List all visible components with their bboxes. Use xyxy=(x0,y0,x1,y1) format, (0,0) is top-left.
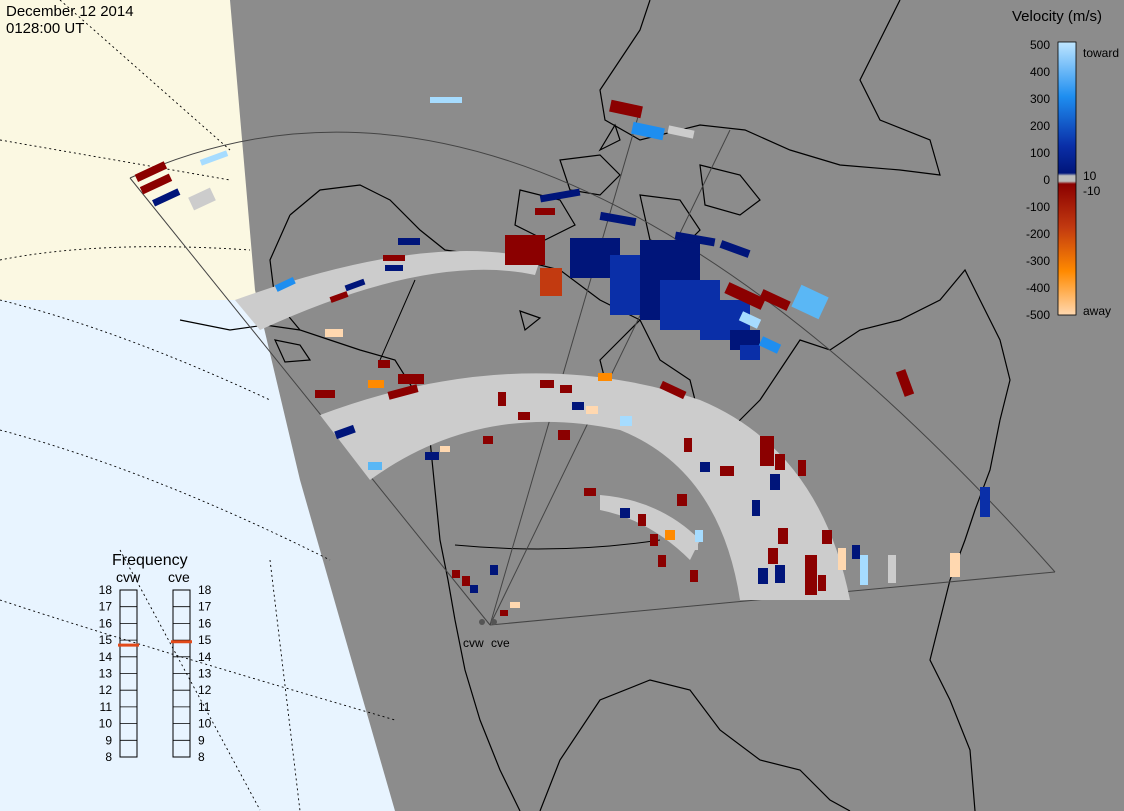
frequency-panel: Frequency cvw cve 18 17 16 15 14 13 12 11 10 9 8 18… xyxy=(99,552,212,764)
freq-tick-label: 17 xyxy=(198,600,212,614)
freq-radar-label-cve: cve xyxy=(168,569,190,585)
date-label: December 12 2014 xyxy=(6,3,134,20)
freq-tick-label: 14 xyxy=(198,650,212,664)
freq-tick-label: 15 xyxy=(198,633,212,647)
freq-tick-label: 14 xyxy=(99,650,113,664)
freq-tick-label: 10 xyxy=(198,717,212,731)
cve-site-marker xyxy=(491,619,497,625)
freq-tick-label: 16 xyxy=(198,616,212,630)
boundaries xyxy=(379,279,661,550)
freq-tick-label: 13 xyxy=(198,667,212,681)
freq-tick-label: 11 xyxy=(100,700,113,714)
cvw-site-marker xyxy=(479,619,485,625)
legend-tick-label: -100 xyxy=(1026,200,1050,214)
legend-tick-label: -500 xyxy=(1026,308,1050,322)
velocity-colorbar xyxy=(1057,41,1077,316)
legend-tick-label: 200 xyxy=(1030,119,1050,133)
freq-radar-label-cvw: cvw xyxy=(116,569,141,585)
legend-tick-label: 300 xyxy=(1030,92,1050,106)
radar-sites: cvw cve xyxy=(463,619,510,650)
cve-site-label: cve xyxy=(491,636,510,650)
freq-tick-label: 12 xyxy=(198,683,212,697)
cvw-site-label: cvw xyxy=(463,636,484,650)
legend-title: Velocity (m/s) xyxy=(1012,8,1102,25)
timestamp: December 12 2014 0128:00 UT xyxy=(6,3,134,37)
freq-tick-label: 18 xyxy=(198,583,212,597)
legend-tick-label: -10 xyxy=(1083,184,1101,198)
legend-tick-label: -300 xyxy=(1026,254,1050,268)
freq-tick-label: 17 xyxy=(99,600,113,614)
daylight-region xyxy=(0,0,265,300)
legend-tick-label: 400 xyxy=(1030,65,1050,79)
freq-tick-label: 18 xyxy=(99,583,113,597)
freq-tick-label: 9 xyxy=(105,733,112,747)
latlon-grid xyxy=(0,0,396,811)
legend-tick-label: 500 xyxy=(1030,38,1050,52)
freq-tick-label: 8 xyxy=(105,750,112,764)
legend-tick-label: 0 xyxy=(1043,173,1050,187)
legend-away-label: away xyxy=(1083,304,1111,318)
freq-tick-label: 8 xyxy=(198,750,205,764)
freq-tick-label: 15 xyxy=(99,633,113,647)
legend-tick-label: -200 xyxy=(1026,227,1050,241)
frequency-title: Frequency xyxy=(112,552,188,569)
legend-tick-label: 100 xyxy=(1030,146,1050,160)
legend-toward-label: toward xyxy=(1083,46,1119,60)
legend-tick-label: 10 xyxy=(1083,169,1097,183)
freq-tick-label: 10 xyxy=(99,717,113,731)
freq-tick-label: 11 xyxy=(198,700,211,714)
legend-tick-label: -400 xyxy=(1026,281,1050,295)
freq-tick-label: 13 xyxy=(99,667,113,681)
freq-tick-label: 16 xyxy=(99,616,113,630)
velocity-legend: Velocity (m/s) 500400300200100100-10-100… xyxy=(1012,8,1119,322)
freq-tick-label: 12 xyxy=(99,683,113,697)
time-label: 0128:00 UT xyxy=(6,20,84,37)
freq-tick-label: 9 xyxy=(198,733,205,747)
velocity-cells xyxy=(134,97,990,616)
